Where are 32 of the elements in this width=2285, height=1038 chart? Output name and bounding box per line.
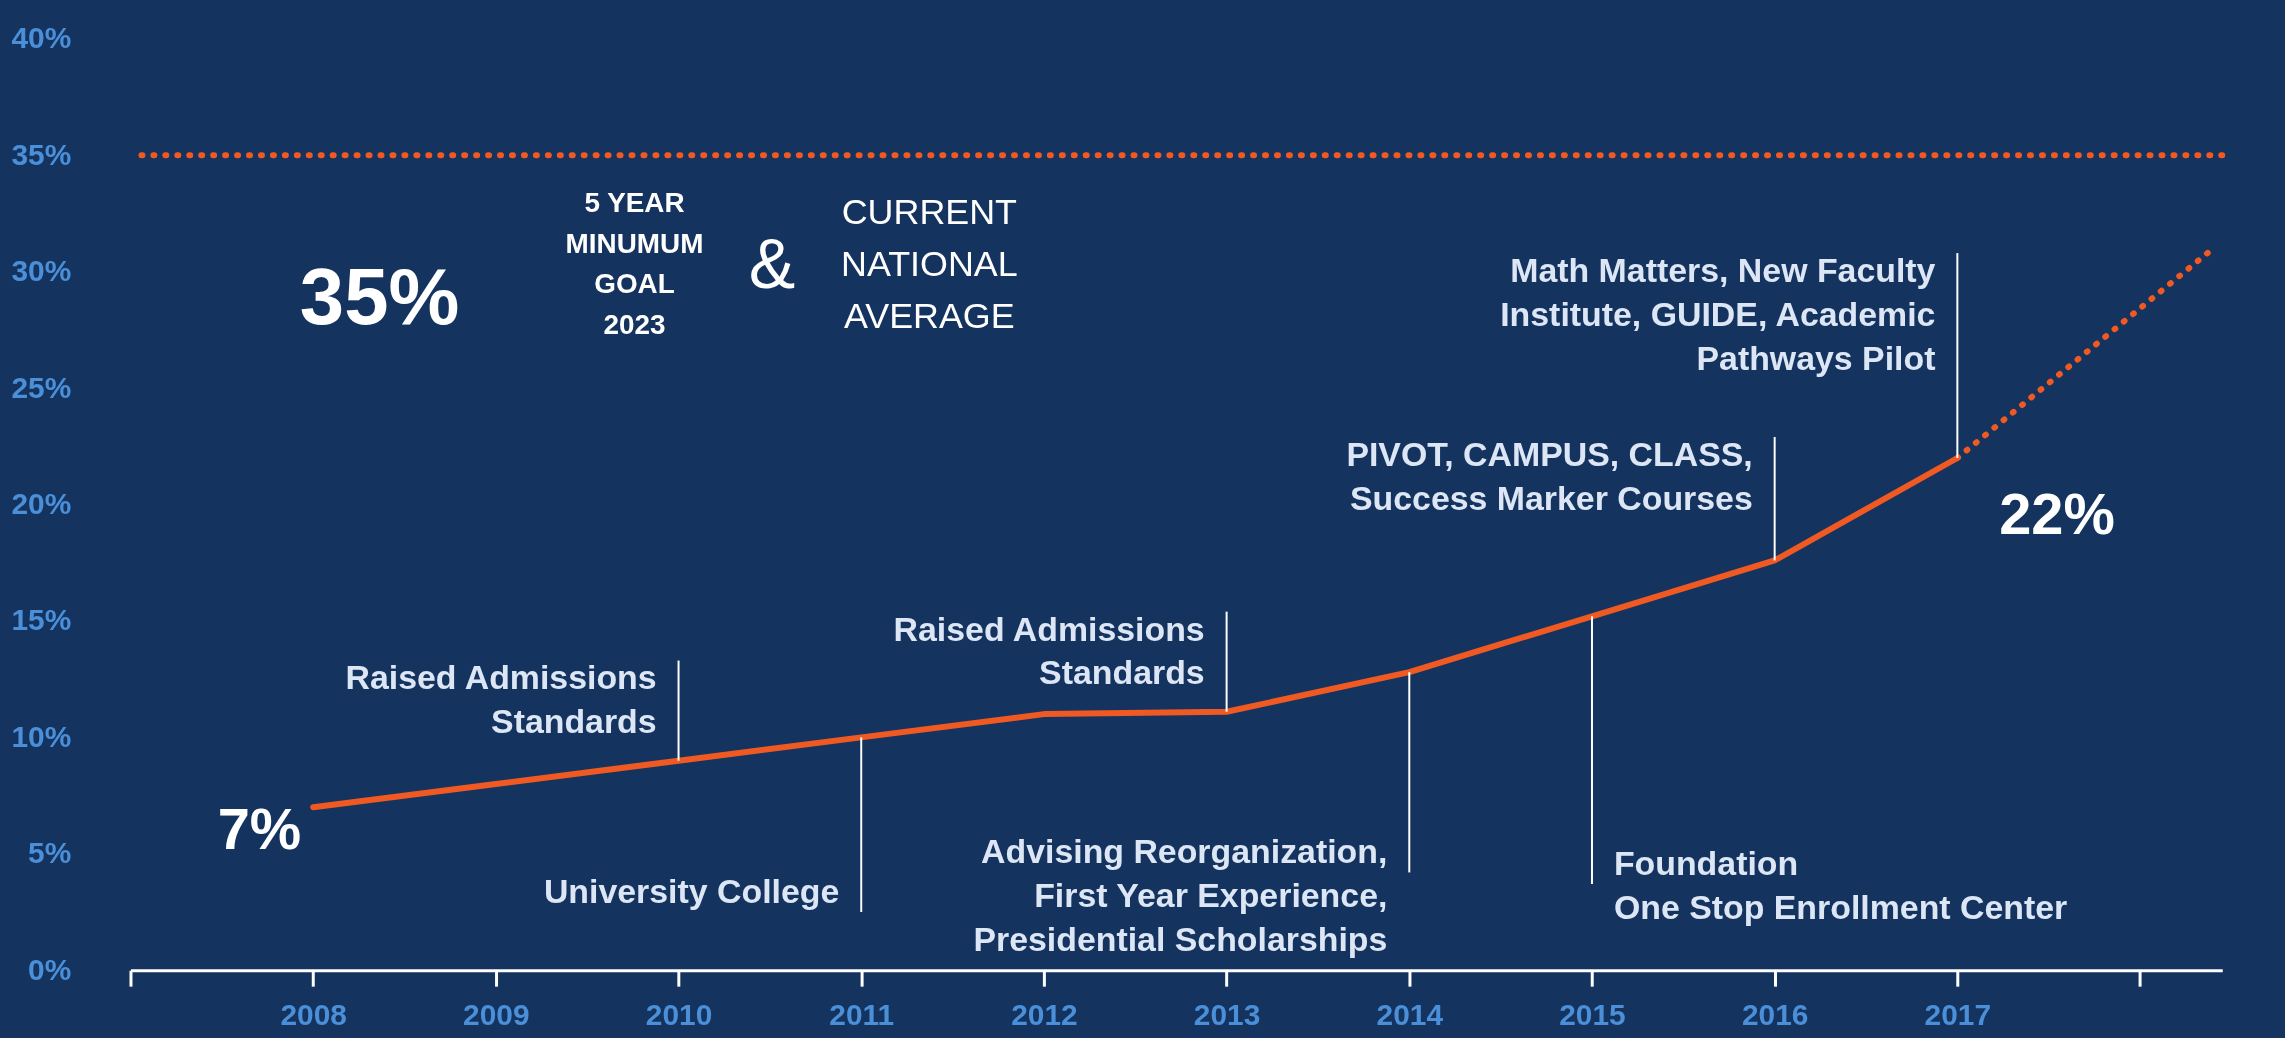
annotation: 5 YEAR MINUMUM GOAL 2023 xyxy=(565,187,704,340)
y-tick-label: 20% xyxy=(11,487,72,521)
annotation: Raised Admissions Standards xyxy=(893,609,1205,692)
y-tick-label: 35% xyxy=(11,137,72,171)
x-tick-label: 2009 xyxy=(463,997,530,1031)
ref-line-label: 35% xyxy=(299,251,460,341)
annotation: University College xyxy=(543,872,840,911)
data-label: 7% xyxy=(217,797,302,862)
annotation: Math Matters, New Faculty Institute, GUIDE, Academic Pathways Pilot xyxy=(1500,250,1936,377)
data-label: 22% xyxy=(1999,481,2115,546)
annotation: Raised Admissions Standards xyxy=(345,658,657,741)
x-tick-label: 2010 xyxy=(645,997,713,1031)
annotation: & xyxy=(748,225,796,304)
x-tick-label: 2008 xyxy=(280,997,347,1031)
x-tick-label: 2015 xyxy=(1559,997,1626,1031)
annotation: Foundation One Stop Enrollment Center xyxy=(1613,844,2068,926)
x-tick-label: 2016 xyxy=(1741,997,1809,1031)
y-tick-label: 15% xyxy=(11,603,72,637)
y-tick-label: 30% xyxy=(11,254,72,288)
y-tick-label: 40% xyxy=(11,21,72,55)
annotation: CURRENT NATIONAL AVERAGE xyxy=(841,191,1018,336)
x-tick-label: 2017 xyxy=(1924,997,1992,1031)
y-tick-label: 5% xyxy=(28,836,72,870)
x-tick-label: 2012 xyxy=(1011,997,1078,1031)
annotation: Advising Reorganization, First Year Experience, Presidential Scholarships xyxy=(973,832,1388,959)
y-tick-label: 10% xyxy=(11,719,72,753)
y-tick-label: 25% xyxy=(11,370,72,404)
x-tick-label: 2013 xyxy=(1193,997,1261,1031)
y-tick-label: 0% xyxy=(28,952,72,986)
x-tick-label: 2011 xyxy=(829,997,895,1031)
x-tick-label: 2014 xyxy=(1376,997,1444,1031)
annotation: PIVOT, CAMPUS, CLASS, Success Marker Courses xyxy=(1346,434,1753,517)
